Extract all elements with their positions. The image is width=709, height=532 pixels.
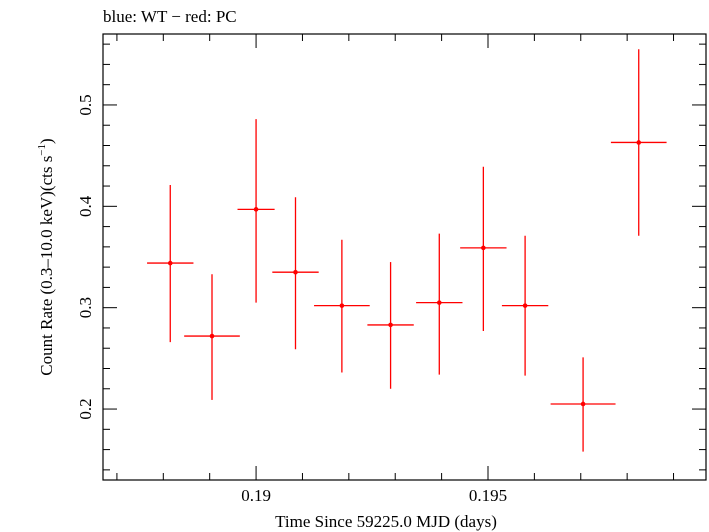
data-point (314, 239, 370, 373)
data-point (237, 119, 275, 303)
point-marker (436, 300, 442, 305)
data-point (367, 262, 414, 389)
point-marker (388, 322, 393, 328)
y-tick-label: 0.2 (76, 398, 95, 419)
point-marker (522, 303, 528, 308)
y-tick-label: 0.4 (76, 195, 95, 217)
point-marker (167, 260, 173, 266)
point-marker (481, 245, 486, 251)
point-marker (636, 140, 642, 145)
data-point (272, 197, 319, 350)
x-tick-label: 0.195 (469, 486, 507, 505)
x-axis-label: Time Since 59225.0 MJD (days) (275, 512, 497, 531)
data-point (550, 357, 616, 452)
data-point (184, 274, 240, 400)
data-point (460, 166, 507, 331)
data-point (416, 233, 463, 375)
y-axis-label: Count Rate (0.3–10.0 keV)(cts s−1) (36, 138, 56, 375)
point-marker (339, 303, 345, 308)
point-marker (580, 401, 586, 407)
y-axis-label-main: Count Rate (0.3–10.0 keV)(cts s (37, 156, 56, 376)
axis-tick-labels: 0.19 0.195 0.2 0.3 0.4 0.5 (76, 94, 507, 505)
axis-ticks (103, 34, 706, 480)
point-marker (253, 207, 259, 212)
y-axis-label-close: ) (37, 138, 56, 144)
point-marker (293, 269, 298, 275)
y-tick-label: 0.5 (76, 94, 95, 115)
point-marker (209, 333, 215, 339)
chart-title: blue: WT − red: PC (103, 7, 237, 26)
data-point (501, 235, 549, 376)
plot-frame (102, 33, 707, 481)
x-tick-label: 0.19 (241, 486, 271, 505)
data-points (147, 49, 667, 452)
y-tick-label: 0.3 (76, 297, 95, 318)
data-point (147, 185, 194, 343)
y-axis-label-exponent: −1 (36, 144, 48, 156)
data-point (610, 49, 667, 236)
